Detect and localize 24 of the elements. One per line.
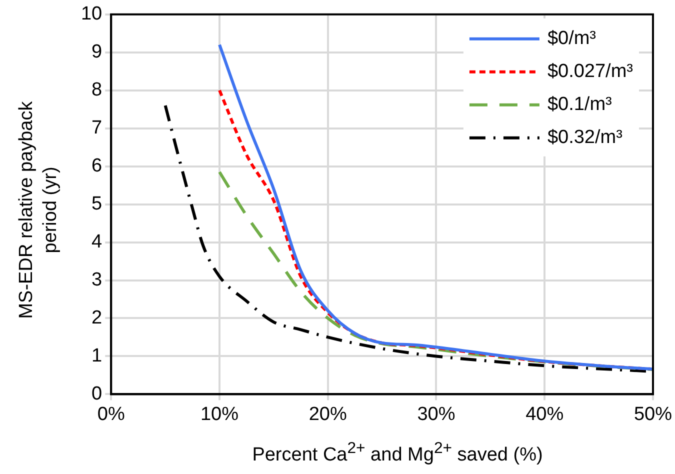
y-tick-label: 6: [92, 156, 102, 177]
y-tick-label: 5: [92, 194, 102, 215]
x-tick-label: 30%: [417, 404, 456, 425]
legend-label: $0.32/m³: [547, 127, 622, 148]
legend-label: $0.027/m³: [547, 61, 633, 82]
y-tick-label: 0: [92, 383, 102, 404]
legend-label: $0/m³: [547, 28, 596, 50]
x-tick-label: 20%: [308, 404, 347, 425]
y-tick-label: 4: [92, 232, 103, 253]
y-axis-title: MS-EDR relative payback period (yr): [15, 100, 62, 321]
line-series: [218, 170, 653, 372]
y-tick-label: 9: [92, 42, 102, 63]
x-tick-label: 0%: [97, 404, 125, 425]
x-tick-label: 50%: [634, 404, 672, 425]
x-tick-label: 40%: [526, 404, 564, 425]
x-axis-title: Percent Ca$^{2+}$ and Mg$^{2+}$ saved (%): [251, 440, 544, 466]
y-tick-label: 8: [92, 80, 102, 101]
x-tick-label: 10%: [200, 404, 239, 425]
y-tick-label: 3: [92, 269, 102, 290]
legend-label: $0.1/m³: [547, 94, 612, 116]
y-tick-label: 10: [80, 4, 102, 25]
y-tick-label: 1: [92, 345, 102, 366]
y-tick-label: 2: [92, 307, 102, 328]
y-tick-label: 7: [92, 118, 102, 139]
